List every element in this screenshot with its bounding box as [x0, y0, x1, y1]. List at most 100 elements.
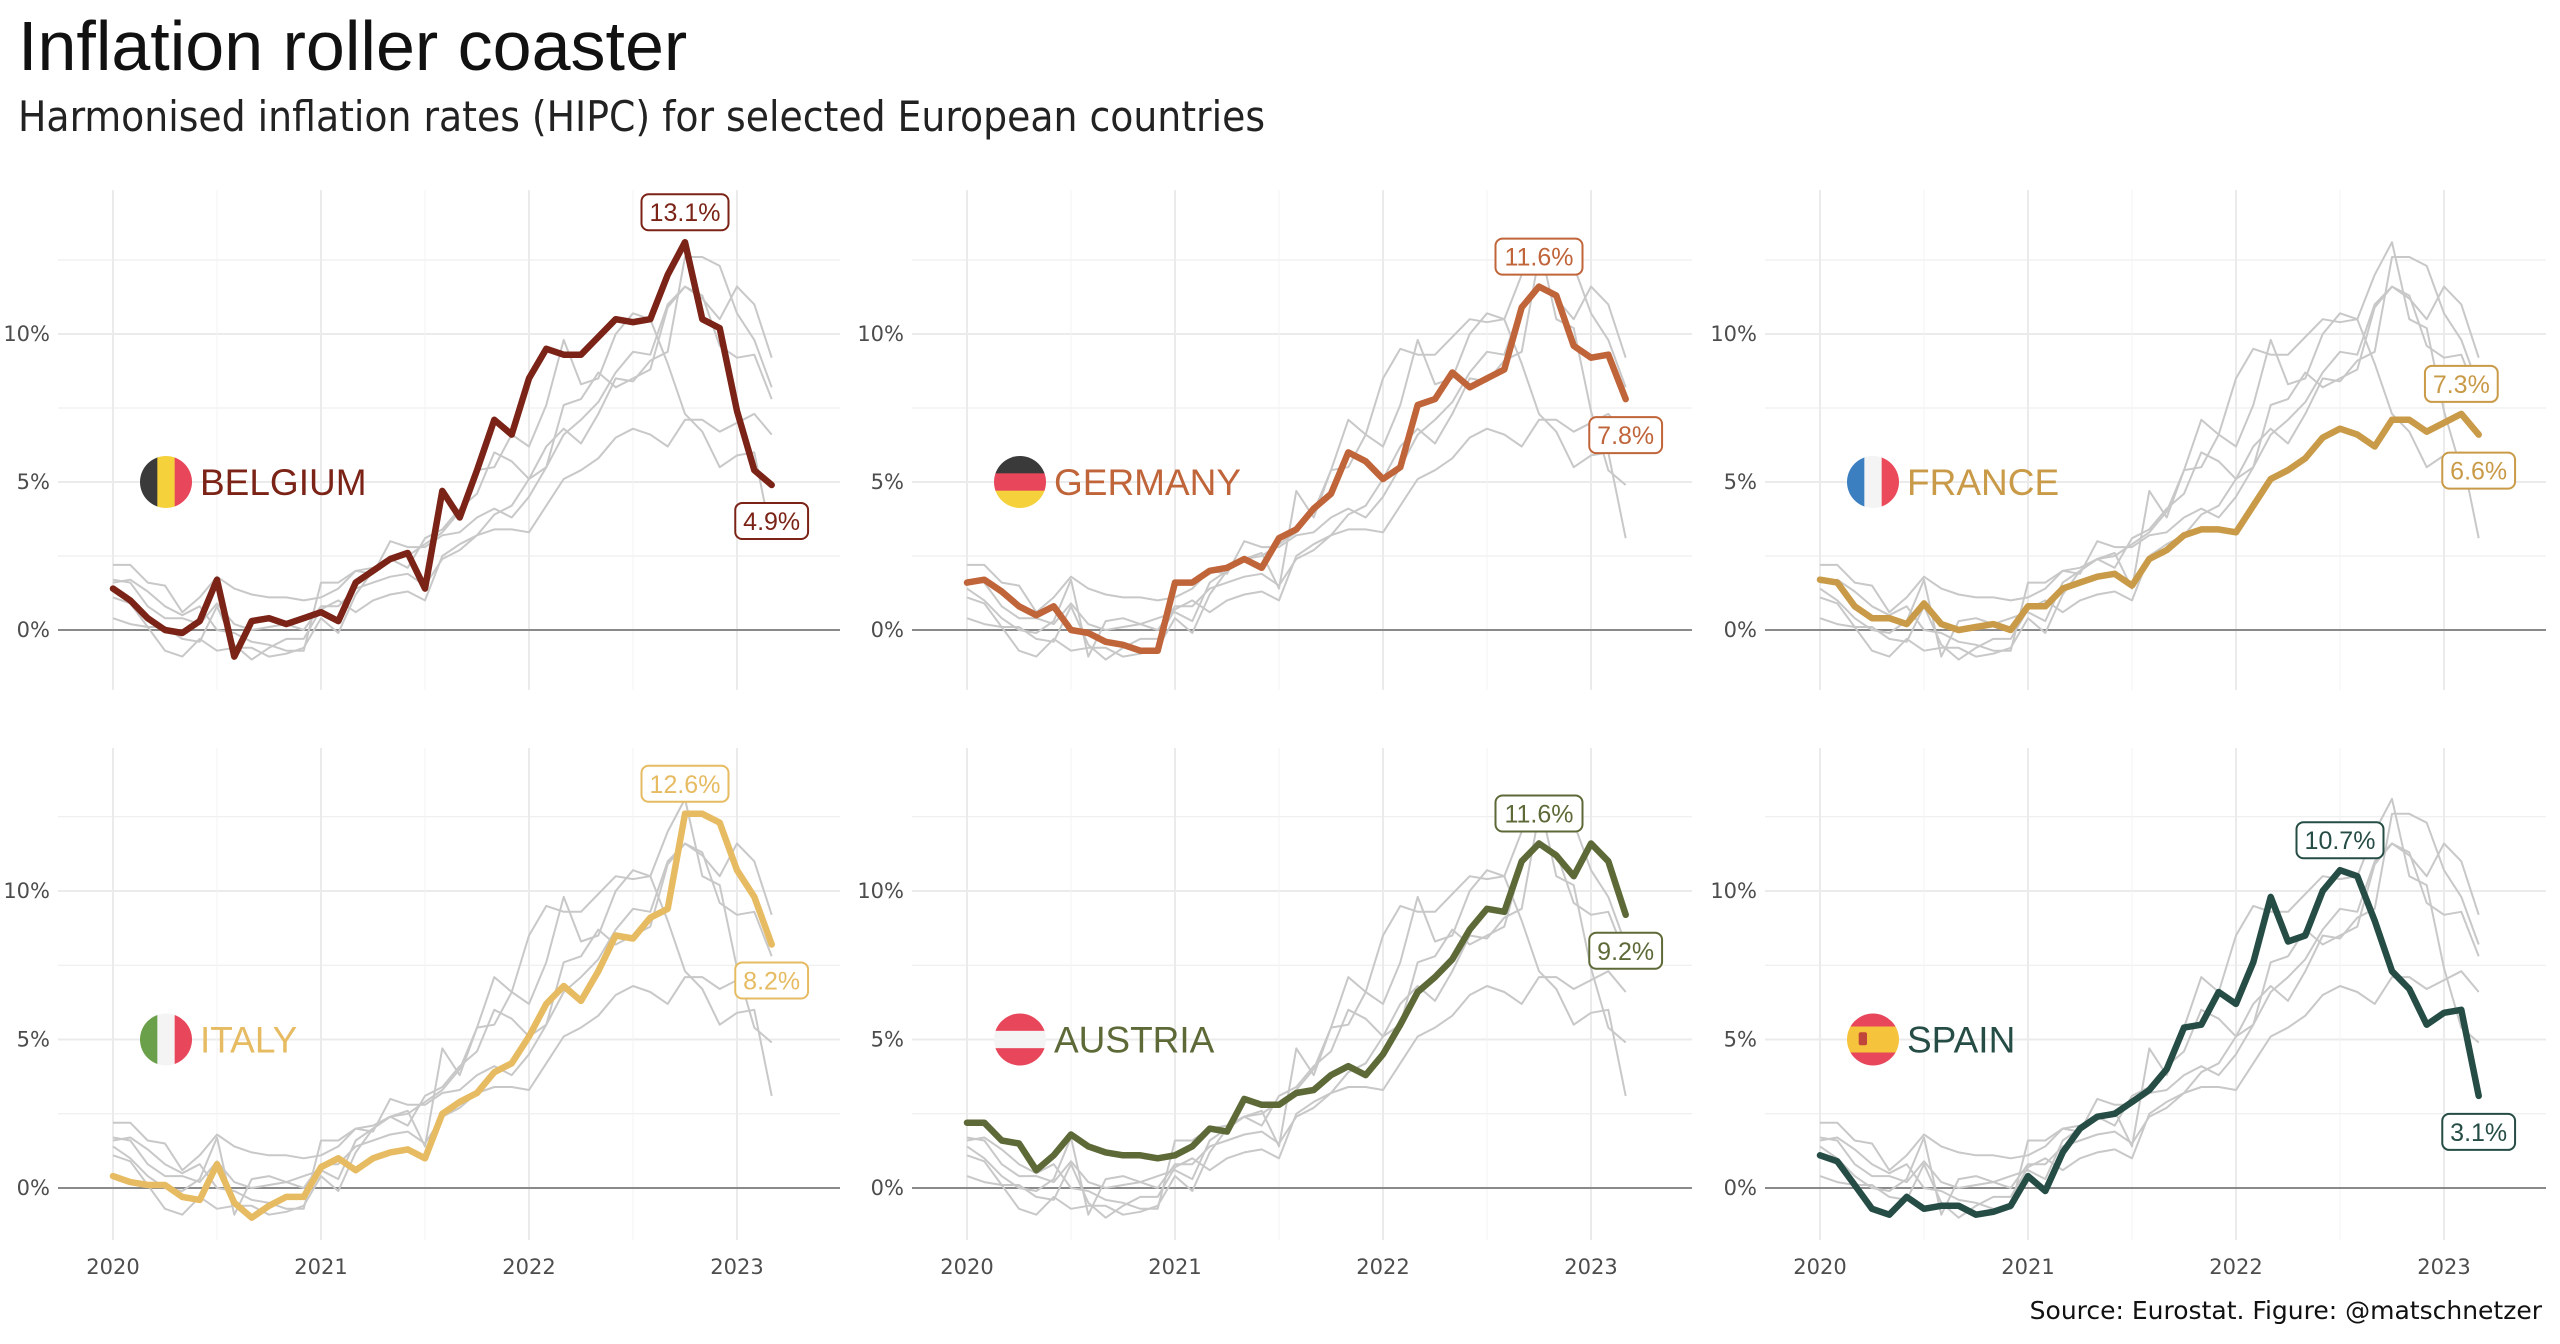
panel-spain: 0% 5% 10% 2020 2021 2022 2023 SPAIN 10.7% 3.1% [1710, 748, 2546, 1279]
background-line-austria [1820, 842, 2480, 1172]
background-line-spain [112, 869, 773, 1216]
x-tick-label: 2023 [710, 1255, 763, 1279]
spain-flag-icon [1847, 1013, 1899, 1066]
value-label-box [1494, 794, 1584, 833]
background-line-belgium [966, 241, 1627, 658]
y-tick-label: 0% [1724, 1176, 1757, 1200]
x-tick-label: 2020 [940, 1255, 993, 1279]
y-tick-label: 10% [857, 879, 904, 903]
series-line-spain [1816, 866, 2482, 1218]
value-label-text: 10.7% [2305, 827, 2376, 855]
background-series [966, 797, 1627, 1219]
value-label: 9.2% [1588, 931, 1664, 970]
background-line-belgium [966, 797, 1627, 1216]
panel-italy: 0% 5% 10% 2020 2021 2022 2023 ITALY 12.6% 8.2% [3, 748, 840, 1279]
background-line-spain [1819, 312, 2480, 658]
germany-flag-icon [994, 456, 1046, 508]
value-label: 8.2% [734, 961, 810, 1000]
value-label-text: 8.2% [743, 967, 800, 995]
value-label: 12.6% [640, 764, 730, 803]
series-line-germany [963, 283, 1629, 654]
x-tick-label: 2022 [2209, 1255, 2262, 1279]
value-label-text: 7.3% [2433, 371, 2490, 399]
value-label-text: 13.1% [650, 199, 721, 227]
background-line-italy [966, 812, 1627, 1219]
y-tick-label: 10% [1710, 879, 1757, 903]
y-tick-label: 10% [857, 322, 904, 346]
y-tick-label: 5% [871, 470, 904, 494]
value-label-box [1494, 237, 1584, 276]
background-line-italy [1819, 256, 2480, 661]
background-line-austria [113, 842, 773, 1172]
y-tick-label: 10% [3, 879, 50, 903]
value-label-box [2423, 364, 2499, 403]
value-label-box [2441, 1112, 2517, 1151]
country-label: BELGIUM [200, 462, 367, 503]
background-line-france [966, 412, 1627, 631]
y-tick-label: 5% [1724, 470, 1757, 494]
x-tick-label: 2023 [2417, 1255, 2470, 1279]
value-label-box [734, 501, 810, 540]
value-label: 3.1% [2441, 1112, 2517, 1151]
value-label: 6.6% [2441, 451, 2517, 490]
x-tick-label: 2022 [1356, 1255, 1409, 1279]
value-label-box [734, 961, 810, 1000]
chart-subtitle: Harmonised inflation rates (HIPC) for se… [18, 92, 1266, 141]
value-label-box [2441, 451, 2517, 490]
country-label: AUSTRIA [1054, 1020, 1215, 1061]
value-label: 10.7% [2295, 821, 2385, 860]
value-label-text: 3.1% [2450, 1119, 2507, 1147]
value-label: 11.6% [1494, 794, 1584, 833]
background-line-france [966, 970, 1627, 1189]
background-line-italy [966, 256, 1627, 661]
chart-title: Inflation roller coaster [18, 7, 688, 85]
gridlines [912, 748, 1692, 1240]
background-line-spain [112, 312, 773, 658]
x-tick-label: 2021 [1148, 1255, 1201, 1279]
austria-flag-icon [994, 1013, 1046, 1066]
x-tick-label: 2020 [1793, 1255, 1846, 1279]
y-tick-label: 10% [1710, 322, 1757, 346]
background-line-germany [112, 842, 773, 1210]
background-line-france [1819, 970, 2480, 1189]
background-line-austria [113, 285, 773, 614]
value-label-text: 6.6% [2450, 458, 2507, 486]
series-line-belgium [109, 238, 775, 660]
france-flag-icon [1847, 456, 1899, 508]
y-tick-label: 0% [871, 1176, 904, 1200]
country-label: SPAIN [1907, 1020, 2015, 1061]
value-label-text: 11.6% [1504, 244, 1573, 272]
value-label: 13.1% [640, 193, 730, 232]
value-label-text: 11.6% [1504, 800, 1573, 828]
series-line-italy [109, 810, 775, 1221]
y-tick-label: 0% [1724, 618, 1757, 642]
gridlines [58, 190, 840, 690]
background-line-belgium [1819, 797, 2480, 1216]
x-tick-label: 2023 [1564, 1255, 1617, 1279]
value-label-text: 7.8% [1597, 422, 1654, 450]
y-tick-label: 10% [3, 322, 50, 346]
y-tick-label: 5% [17, 470, 50, 494]
value-label-text: 9.2% [1597, 938, 1654, 966]
panel-austria: 0% 5% 10% 2020 2021 2022 2023 AUSTRIA 11.6% 9.2% [857, 748, 1692, 1279]
country-label: ITALY [200, 1020, 297, 1061]
y-tick-label: 0% [17, 618, 50, 642]
x-tick-label: 2021 [294, 1255, 347, 1279]
value-label-text: 4.9% [743, 508, 800, 536]
y-tick-label: 5% [1724, 1028, 1757, 1052]
value-label: 4.9% [734, 501, 810, 540]
value-label-box [1588, 931, 1664, 970]
gridlines [1765, 748, 2546, 1240]
y-tick-label: 5% [17, 1028, 50, 1052]
panel-france: 0% 5% 10% FRANCE 7.3% 6.6% [1710, 190, 2546, 690]
belgium-flag-icon [140, 456, 192, 508]
background-line-italy [1819, 812, 2480, 1219]
italy-flag-icon [140, 1013, 192, 1066]
value-label-box [2295, 821, 2385, 860]
series-line-france [1816, 410, 2482, 634]
y-tick-label: 0% [17, 1176, 50, 1200]
background-line-austria [967, 285, 1627, 614]
background-line-germany [112, 285, 773, 652]
value-label-box [1588, 416, 1664, 455]
